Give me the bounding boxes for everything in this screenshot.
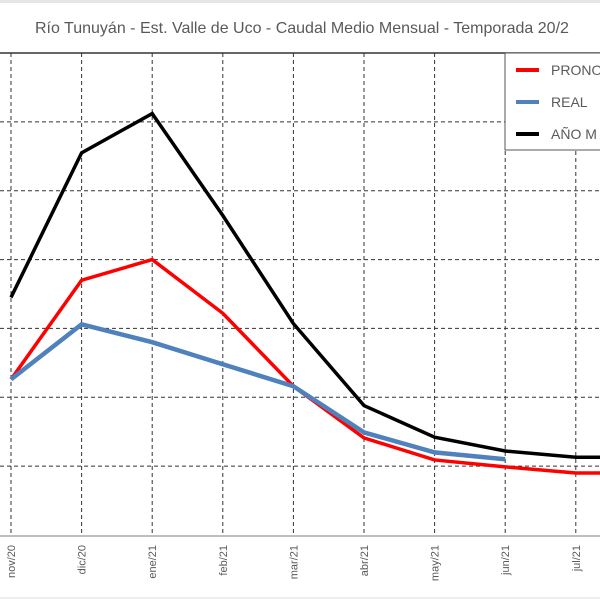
chart-title: Río Tunuyán - Est. Valle de Uco - Caudal… <box>35 20 569 37</box>
legend: PRONO REAL AÑO M <box>504 52 600 151</box>
x-tick-label: abr/21 <box>359 545 371 576</box>
x-tick-label: feb/21 <box>218 545 230 576</box>
legend-label-real: REAL <box>551 94 588 110</box>
x-tick-label: dic/20 <box>77 545 89 574</box>
legend-label-prono: PRONO <box>551 62 600 78</box>
x-tick-label: may/21 <box>430 545 442 581</box>
x-tick-label: mar/21 <box>288 545 300 579</box>
series-lines <box>9 111 600 475</box>
top-strip <box>0 0 600 3</box>
x-tick-label: nov/20 <box>6 545 18 578</box>
x-tick-labels: nov/20 dic/20 ene/21 feb/21 mar/21 abr/21 may/… <box>6 545 583 581</box>
x-tick-label: jun/21 <box>500 545 512 576</box>
legend-label-ano-medio: AÑO M <box>551 126 597 142</box>
series-line-prono <box>9 257 600 475</box>
series-line-a-o-m <box>9 111 600 459</box>
x-tick-label: jul/21 <box>571 545 583 572</box>
series-line-real <box>9 321 506 462</box>
x-tick-label: ene/21 <box>147 545 159 579</box>
